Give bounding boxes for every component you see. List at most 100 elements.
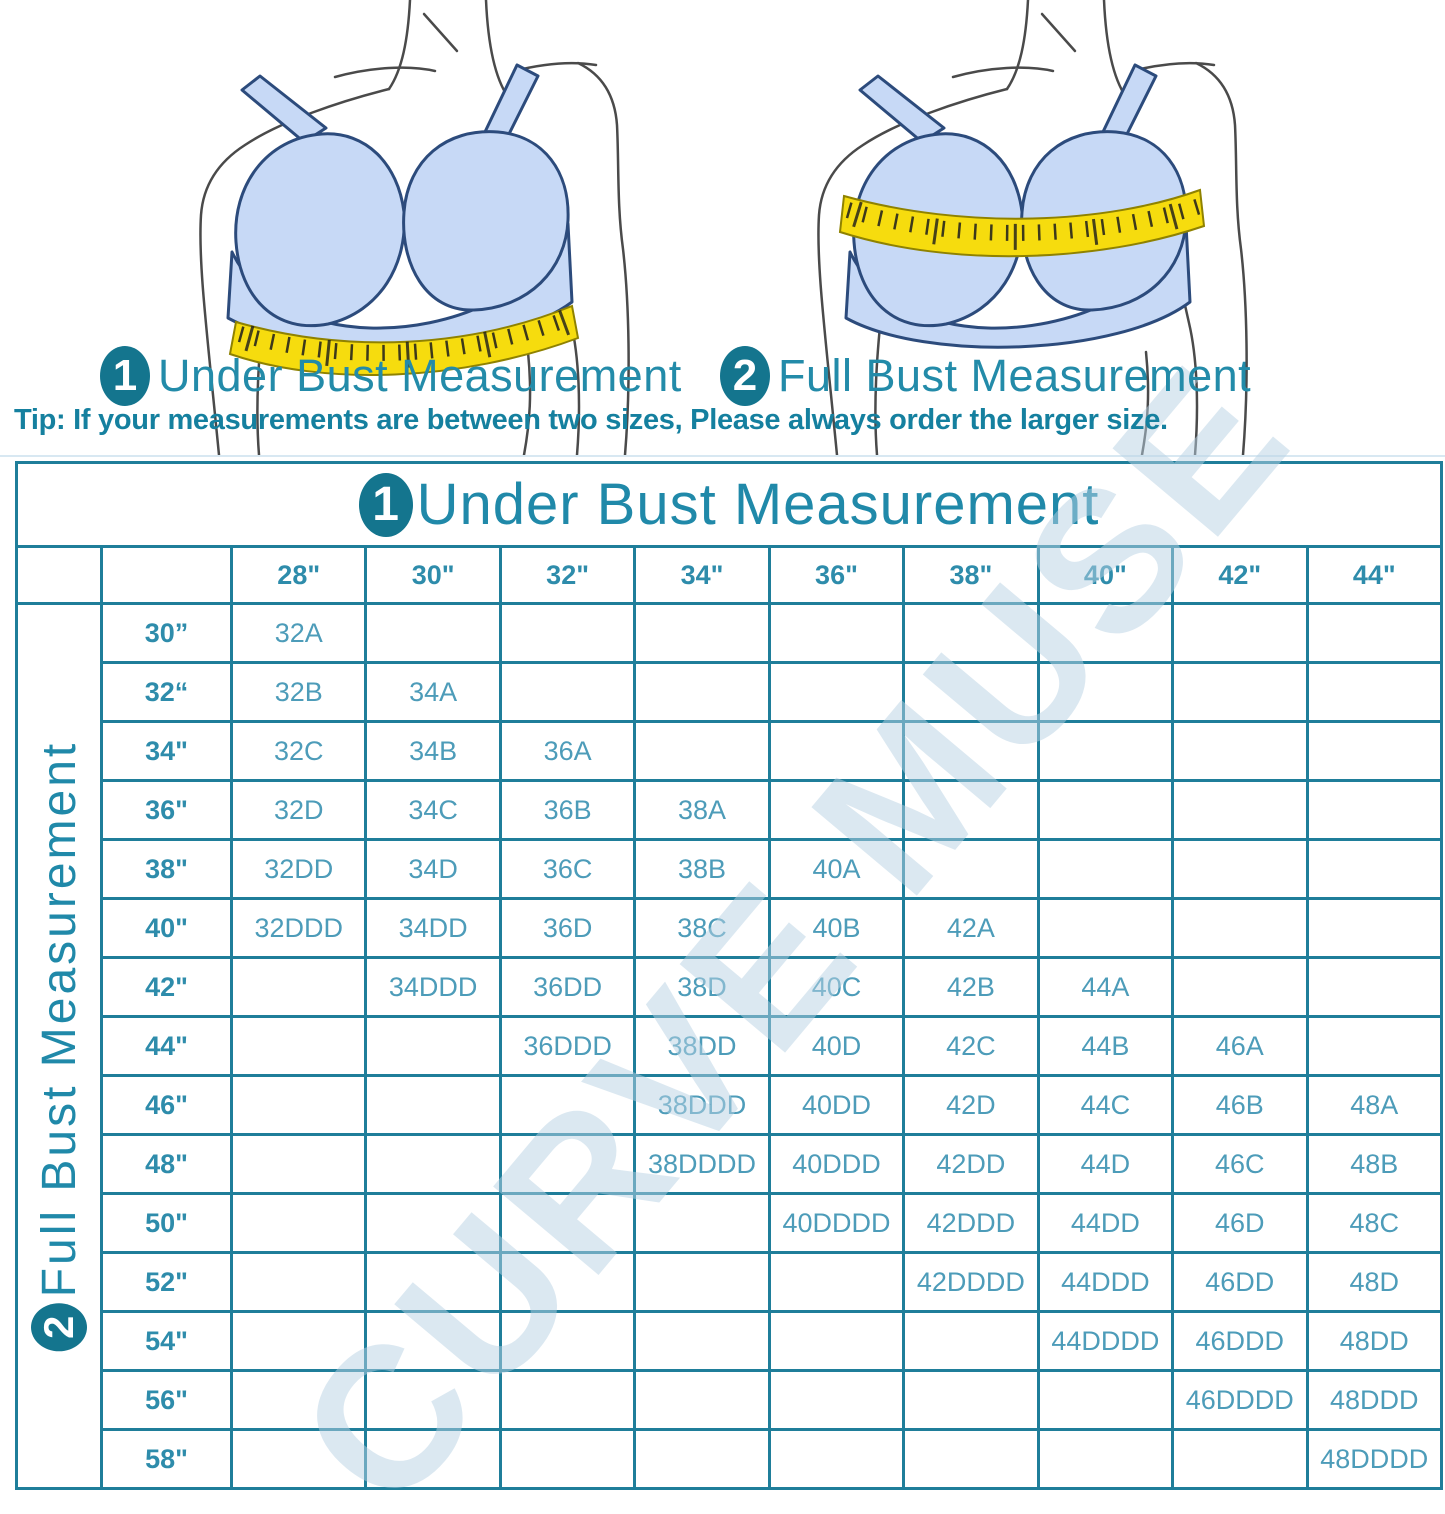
size-cell: 38DD — [633, 1015, 771, 1077]
size-cell: 46DD — [1171, 1251, 1309, 1313]
empty-cell — [229, 1310, 368, 1372]
empty-cell — [498, 1369, 637, 1431]
empty-cell — [364, 1310, 502, 1372]
size-cell: 40DDD — [767, 1133, 906, 1195]
empty-cell — [1036, 1428, 1175, 1490]
size-cell: 42B — [902, 956, 1040, 1018]
size-cell: 42DDDD — [902, 1251, 1040, 1313]
size-cell: 40A — [767, 838, 906, 900]
row-axis-label-cell: 2 Full Bust Measurement — [15, 602, 103, 1490]
table-title: Under Bust Measurement — [416, 472, 1100, 537]
row-header: 40" — [100, 897, 233, 959]
row-header: 34" — [100, 720, 233, 782]
row-header: 50" — [100, 1192, 233, 1254]
full-bust-caption: 2 Full Bust Measurement — [720, 346, 1251, 406]
corner-cell — [100, 545, 233, 605]
empty-cell — [767, 661, 906, 723]
empty-cell — [1305, 897, 1443, 959]
size-cell: 42C — [902, 1015, 1040, 1077]
under-bust-figure — [108, 0, 638, 455]
empty-cell — [364, 1251, 502, 1313]
size-cell: 40C — [767, 956, 906, 1018]
table-row: 42" 34DDD 36DD 38D 40C 42B 44A — [17, 956, 1443, 1018]
empty-cell — [633, 602, 771, 664]
under-bust-caption: 1 Under Bust Measurement — [100, 346, 682, 406]
empty-cell — [1171, 838, 1309, 900]
empty-cell — [229, 1192, 368, 1254]
empty-cell — [498, 1133, 637, 1195]
empty-cell — [1305, 720, 1443, 782]
col-header: 28" — [229, 545, 368, 605]
size-table: 1 Under Bust Measurement 28" 30" 32" 34" 36"… — [15, 461, 1443, 1490]
size-cell: 44D — [1036, 1133, 1175, 1195]
size-cell: 48DDDD — [1305, 1428, 1443, 1490]
size-table-body: 1 Under Bust Measurement 28" 30" 32" 34" 36"… — [15, 461, 1443, 1490]
empty-cell — [498, 1251, 637, 1313]
row-header: 48" — [100, 1133, 233, 1195]
bra — [226, 63, 574, 349]
empty-cell — [902, 838, 1040, 900]
col-header: 34" — [633, 545, 771, 605]
tip-text: Tip: If your measurements are between tw… — [14, 404, 1168, 436]
empty-cell — [1305, 1015, 1443, 1077]
size-cell: 34A — [364, 661, 502, 723]
size-cell: 40B — [767, 897, 906, 959]
size-cell: 34C — [364, 779, 502, 841]
size-cell: 46DDD — [1171, 1310, 1309, 1372]
empty-cell — [1171, 956, 1309, 1018]
col-header: 36" — [767, 545, 906, 605]
measuring-tape-under-bust — [228, 304, 580, 376]
size-cell: 44A — [1036, 956, 1175, 1018]
table-row: 48" 38DDDD 40DDD 42DD 44D 46C 48B — [17, 1133, 1443, 1195]
empty-cell — [1305, 956, 1443, 1018]
empty-cell — [1036, 602, 1175, 664]
empty-cell — [1171, 1428, 1309, 1490]
empty-cell — [1305, 838, 1443, 900]
empty-cell — [498, 1074, 637, 1136]
row-header: 54" — [100, 1310, 233, 1372]
size-cell: 32D — [229, 779, 368, 841]
size-cell: 44DD — [1036, 1192, 1175, 1254]
empty-cell — [364, 1369, 502, 1431]
col-header: 30" — [364, 545, 502, 605]
empty-cell — [902, 779, 1040, 841]
size-cell: 42DDD — [902, 1192, 1040, 1254]
row-header: 32“ — [100, 661, 233, 723]
size-cell: 44DDD — [1036, 1251, 1175, 1313]
empty-cell — [1171, 779, 1309, 841]
circle-2-badge: 2 — [720, 346, 770, 406]
row-axis-label: 2 Full Bust Measurement — [31, 741, 87, 1352]
empty-cell — [902, 1428, 1040, 1490]
row-header: 30” — [100, 602, 233, 664]
row-header: 46" — [100, 1074, 233, 1136]
size-cell: 32DD — [229, 838, 368, 900]
empty-cell — [767, 779, 906, 841]
measuring-tape-full-bust — [838, 188, 1206, 258]
empty-cell — [1171, 602, 1309, 664]
size-cell: 34B — [364, 720, 502, 782]
empty-cell — [364, 1428, 502, 1490]
row-header: 44" — [100, 1015, 233, 1077]
empty-cell — [364, 1133, 502, 1195]
size-cell: 44DDDD — [1036, 1310, 1175, 1372]
empty-cell — [767, 1251, 906, 1313]
size-cell: 38B — [633, 838, 771, 900]
row-axis-title: Full Bust Measurement — [32, 740, 86, 1298]
size-cell: 46A — [1171, 1015, 1309, 1077]
size-cell: 38D — [633, 956, 771, 1018]
empty-cell — [767, 1428, 906, 1490]
size-cell: 38A — [633, 779, 771, 841]
col-header: 38" — [902, 545, 1040, 605]
empty-cell — [1171, 720, 1309, 782]
empty-cell — [902, 661, 1040, 723]
empty-cell — [229, 1133, 368, 1195]
empty-cell — [498, 602, 637, 664]
size-cell: 42A — [902, 897, 1040, 959]
empty-cell — [1305, 602, 1443, 664]
size-cell: 36B — [498, 779, 637, 841]
size-cell: 36A — [498, 720, 637, 782]
table-row: 46" 38DDD 40DD 42D 44C 46B 48A — [17, 1074, 1443, 1136]
empty-cell — [767, 1369, 906, 1431]
under-bust-caption-text: Under Bust Measurement — [158, 350, 682, 401]
empty-cell — [1036, 897, 1175, 959]
